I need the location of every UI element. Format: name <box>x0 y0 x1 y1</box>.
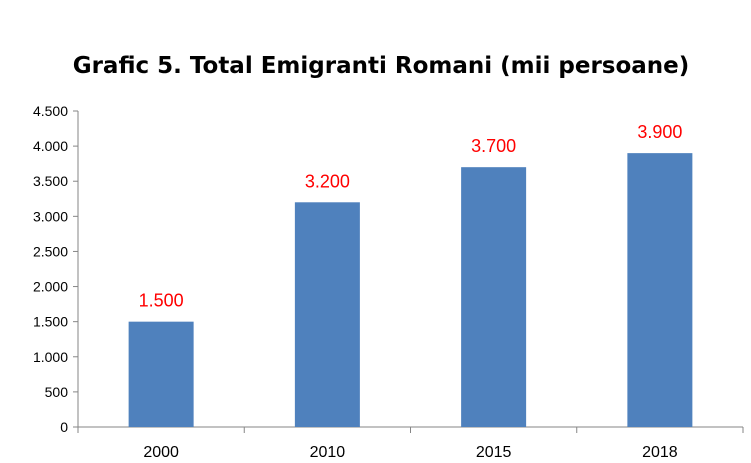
y-axis: 0 500 1.000 1.500 2.000 2.500 3.000 3.500 4.000 4… <box>33 103 79 435</box>
chart-title: Grafic 5. Total Emigranti Romani (mii pe… <box>73 53 690 79</box>
y-tick-label: 3.500 <box>33 173 68 189</box>
bar-2018 <box>627 153 693 427</box>
data-label-2015: 3.700 <box>471 136 516 156</box>
y-tick-label: 1.500 <box>33 314 68 330</box>
data-label-2018: 3.900 <box>637 122 682 142</box>
bars: 1.500 3.200 3.700 3.900 <box>128 122 693 427</box>
data-label-2000: 1.500 <box>139 291 184 311</box>
x-tick-label: 2010 <box>310 444 346 461</box>
y-tick-label: 2.500 <box>33 243 68 259</box>
y-tick-label: 4.000 <box>33 138 68 154</box>
y-tick-label: 2.000 <box>33 279 68 295</box>
bar-2015 <box>461 167 527 427</box>
x-tick-label: 2015 <box>476 444 512 461</box>
bar-2010 <box>294 202 360 427</box>
y-tick-label: 3.000 <box>33 208 68 224</box>
bar-2000 <box>128 321 194 427</box>
y-tick-label: 0 <box>60 419 68 435</box>
x-tick-label: 2018 <box>642 444 678 461</box>
x-tick-label: 2000 <box>143 444 179 461</box>
data-label-2010: 3.200 <box>305 171 350 191</box>
y-tick-label: 1.000 <box>33 349 68 365</box>
y-tick-label: 500 <box>45 384 69 400</box>
x-axis: 2000 2010 2015 2018 <box>77 426 744 461</box>
y-tick-label: 4.500 <box>33 103 68 119</box>
